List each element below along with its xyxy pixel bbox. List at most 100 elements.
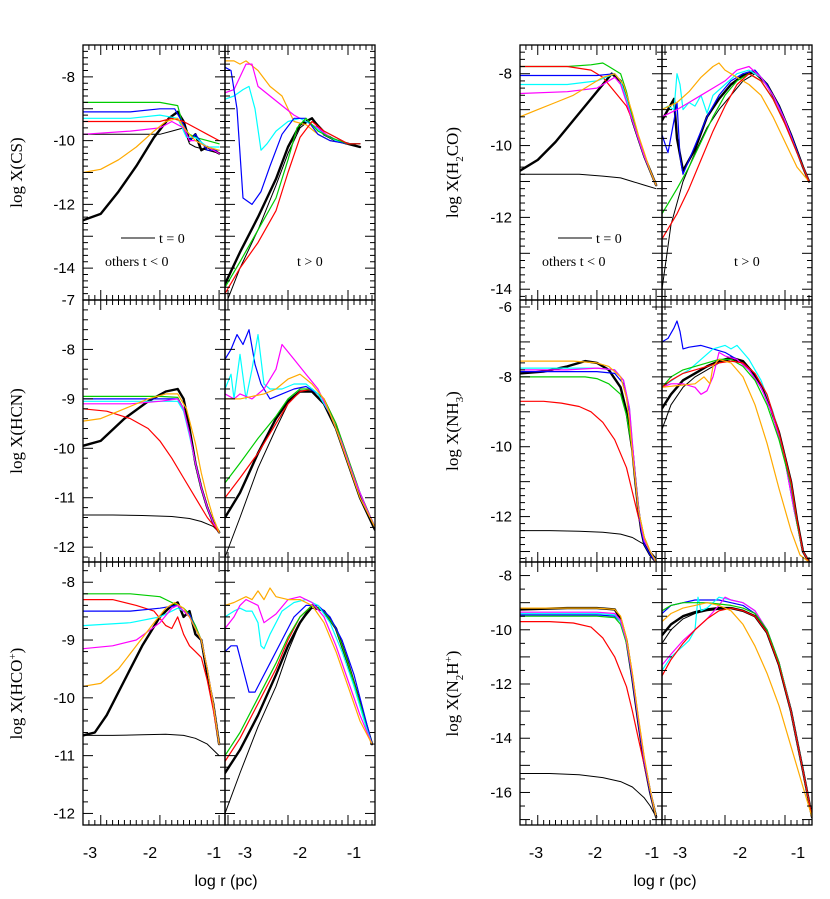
series-line-green [225, 388, 375, 529]
series-line-orange [662, 62, 810, 183]
series-line-green [225, 604, 373, 757]
series-line-red [225, 388, 375, 529]
y-tick-label: -12 [53, 196, 75, 213]
legend-label-tpos: t > 0 [734, 255, 760, 270]
series-line-red [662, 73, 810, 240]
panel-h2co: -8 -10 -12 -14 log X(H2CO) t = 0 others t < 0 t… [443, 44, 813, 301]
y-axis-label: log X(N2H+) [443, 651, 466, 737]
series-line-black_thick [225, 390, 375, 532]
plot-frame [82, 561, 226, 826]
plot-frame [519, 561, 663, 826]
series-line-orange [520, 360, 657, 562]
legend-label-t0: t = 0 [596, 232, 622, 247]
x-tick-right-col-a-3: -1 [645, 845, 659, 862]
series-line-green [225, 117, 361, 288]
series-line-red [83, 598, 220, 745]
series-line-t0 [83, 733, 220, 757]
series-line-cyan [662, 344, 810, 562]
y-tick-label: -16 [490, 784, 512, 801]
series-line-red [83, 408, 220, 533]
series-line-magenta [83, 120, 220, 154]
y-tick-label: -8 [499, 568, 512, 585]
panel-nh3: -6 -8 -10 -12 log X(NH3) [443, 299, 813, 563]
series-line-red [662, 607, 812, 818]
series-line-magenta [520, 611, 657, 818]
series-line-magenta [520, 367, 657, 562]
series-line-magenta [83, 398, 220, 533]
series-line-orange [83, 393, 220, 533]
panel-hcn: -7 -8 -9 -10 -11 -12 log X(HCN) [7, 292, 376, 563]
x-tick-left-col-a-2: -2 [143, 845, 157, 862]
x-tick-right-col-a-2: -2 [588, 845, 602, 862]
y-tick-label: -11 [54, 748, 75, 765]
x-tick-left-col-b-1: -3 [238, 845, 252, 862]
series-line-orange [520, 607, 657, 818]
series-line-magenta [662, 351, 810, 562]
series-line-cyan [83, 400, 220, 533]
y-tick-label: -14 [490, 281, 512, 298]
plot-frame [224, 299, 376, 563]
panel-n2hp: -8 -10 -12 -14 -16 log X(N2H+) [443, 561, 813, 826]
series-line-orange [662, 358, 810, 562]
series-line-blue [520, 371, 657, 562]
series-line-t0 [520, 773, 657, 818]
x-tick-left-col-a-1: -3 [83, 845, 97, 862]
series-line-red [662, 360, 810, 562]
series-line-green [520, 376, 657, 562]
series-group-right [662, 596, 812, 819]
series-line-green [83, 395, 220, 533]
y-tick-label: -14 [53, 260, 75, 277]
y-tick-label: -10 [490, 138, 512, 155]
series-line-cyan [520, 612, 657, 818]
series-line-orange [83, 601, 220, 745]
y-tick-label: -12 [490, 676, 512, 693]
series-line-black_thick [83, 110, 221, 222]
y-axis-label: log X(H2CO) [443, 127, 466, 218]
y-tick-label: -12 [490, 209, 512, 226]
legend-label-tpos: t > 0 [297, 255, 323, 270]
x-tick-right-col-b-3: -1 [791, 845, 805, 862]
series-line-black_thick [83, 601, 221, 746]
y-axis-label: log X(HCN) [7, 388, 26, 473]
y-tick-label: -10 [53, 133, 75, 150]
series-line-t0 [225, 607, 373, 814]
series-line-cyan [225, 598, 373, 745]
series-group-left [520, 62, 658, 190]
series-line-cyan [225, 334, 375, 529]
series-line-blue [520, 614, 657, 818]
series-group-right [662, 320, 811, 562]
y-axis-label: log X(HCO+) [7, 648, 26, 740]
series-group-right [662, 62, 811, 290]
series-line-green [83, 101, 220, 145]
series-line-black_thick [662, 356, 811, 562]
y-tick-label: -9 [62, 391, 75, 408]
series-line-t0 [520, 173, 657, 190]
series-line-black_thick [225, 604, 374, 775]
series-line-blue [225, 66, 361, 205]
series-line-t0 [520, 530, 657, 559]
series-line-blue [225, 604, 373, 745]
y-tick-label: -9 [62, 632, 75, 649]
series-line-orange [662, 602, 812, 818]
series-group-left [520, 359, 658, 562]
y-tick-label: -12 [490, 509, 512, 526]
y-tick-label: -8 [62, 574, 75, 591]
y-tick-label: -14 [490, 730, 512, 747]
x-axis-label-right: log r (pc) [633, 873, 696, 890]
series-line-magenta [662, 65, 810, 183]
series-group-right [225, 329, 375, 558]
x-tick-right-col-b-2: -2 [733, 845, 747, 862]
legend-label-tneg: others t < 0 [542, 255, 606, 270]
series-line-green [662, 73, 810, 215]
y-tick-label: -12 [53, 805, 75, 822]
series-line-t0 [83, 514, 220, 533]
x-tick-left-col-a-3: -1 [207, 845, 221, 862]
series-line-magenta [225, 596, 373, 745]
y-axis-label: log X(NH3) [443, 391, 466, 471]
x-tick-right-col-b-1: -3 [673, 845, 687, 862]
panels-layer: -8 -10 -12 -14 log X(CS) t = 0 others t < 0 t >… [7, 44, 813, 826]
series-line-orange [520, 73, 657, 186]
series-line-orange [225, 587, 373, 745]
y-tick-label: -8 [62, 341, 75, 358]
